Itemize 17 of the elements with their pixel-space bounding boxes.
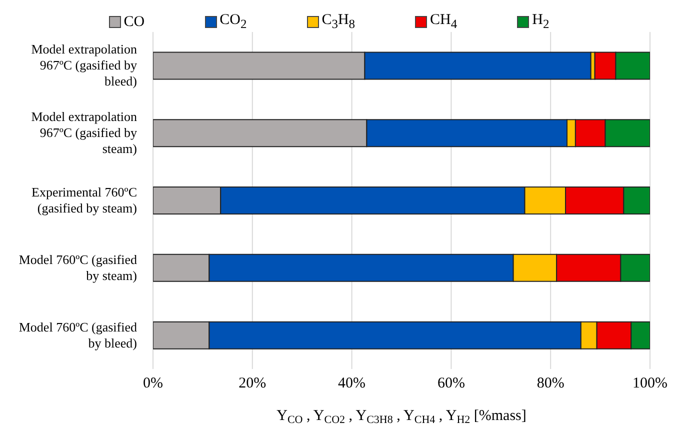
legend-label: CH$_{4}$ — [430, 12, 458, 32]
x-tick-label: 80% — [536, 376, 564, 392]
x-tick-label: 0% — [143, 376, 163, 392]
legend-label: C$_{3}$H$_{8}$ — [322, 12, 356, 32]
y-tick-label: Experimental 760ºC (gasified by steam) — [32, 184, 137, 216]
x-tick-label: 60% — [437, 376, 465, 392]
legend-label: CO — [124, 14, 145, 30]
y-tick-label: Model extrapolation 967ºC (gasified by bleed) — [31, 42, 138, 89]
legend-label: H$_{2}$ — [532, 12, 550, 32]
y-tick-label: Model 760ºC (gasified by steam) — [18, 252, 138, 283]
legend-label: CO$_{2}$ — [220, 12, 247, 32]
x-tick-label: 100% — [632, 376, 668, 392]
x-tick-label: 20% — [238, 376, 266, 392]
text: Y$_{CO}$ , Y$_{CO2}$ , Y$_{C3H8}$ , Y$_{CH4}$ , Y$_{H2}$ [%mass] — [276, 408, 526, 426]
y-tick-label: Model 760ºC (gasified by bleed) — [18, 319, 138, 350]
x-tick-label: 40% — [338, 376, 366, 392]
y-tick-label: Model extrapolation 967ºC (gasified by steam) — [31, 109, 138, 156]
